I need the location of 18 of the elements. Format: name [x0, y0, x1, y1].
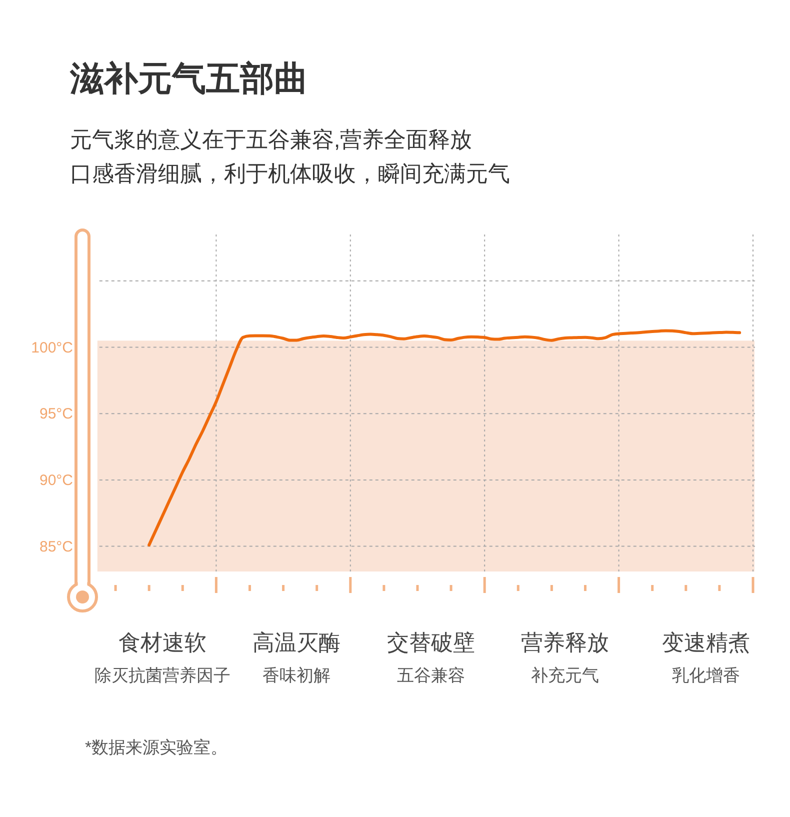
y-tick-label: 90°C [39, 472, 73, 489]
x-tick-label: 交替破壁 [386, 630, 475, 655]
y-tick-label: 100°C [31, 339, 73, 356]
y-tick-label: 85°C [39, 538, 73, 556]
x-tick-label: 高温灭酶 [252, 630, 341, 655]
stage-note: 五谷兼容 [396, 666, 465, 685]
subtitle: 元气浆的意义在于五谷兼容,营养全面释放 [70, 127, 472, 152]
x-tick-label: 营养释放 [521, 630, 610, 655]
y-tick-label: 95°C [39, 406, 73, 423]
title: 滋补元气五部曲 [70, 60, 308, 98]
x-tick-label: 食材速软 [118, 630, 206, 655]
stage-note: 除灭抗菌营养因子 [94, 666, 230, 685]
stage-note: 香味初解 [262, 666, 331, 685]
annotation: *数据来源实验室。 [85, 738, 228, 757]
stage-note: 补充元气 [531, 666, 600, 685]
stage-note: 乳化增香 [672, 666, 740, 685]
subtitle-line: 口感香滑细腻，利于机体吸收，瞬间充满元气 [70, 161, 510, 186]
x-tick-label: 变速精煮 [662, 630, 750, 655]
